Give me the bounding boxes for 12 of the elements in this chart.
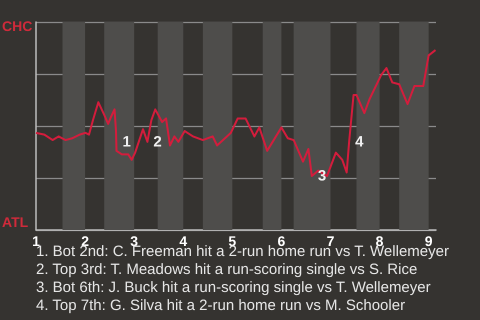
text: 3. Bot 6th: J. Buck hit a run-scoring single vs T. Wellemeyer [36,279,432,297]
text: 2. Top 3rd: T. Meadows hit a run-scoring single vs S. Rice [36,261,418,279]
x-tick-label: 4 [179,233,188,249]
text: CHC [2,18,32,34]
x-tick-label: 7 [326,233,335,249]
x-tick-label: 9 [424,233,433,249]
annotation: 2 [153,133,162,150]
annotation: 1 [122,133,131,150]
x-tick-label: 6 [278,233,286,249]
annotation: 4 [355,133,364,150]
text: 4. Top 7th: G. Silva hit a 2-run home run vs M. Schooler [36,297,406,315]
text: ATL [2,214,28,230]
